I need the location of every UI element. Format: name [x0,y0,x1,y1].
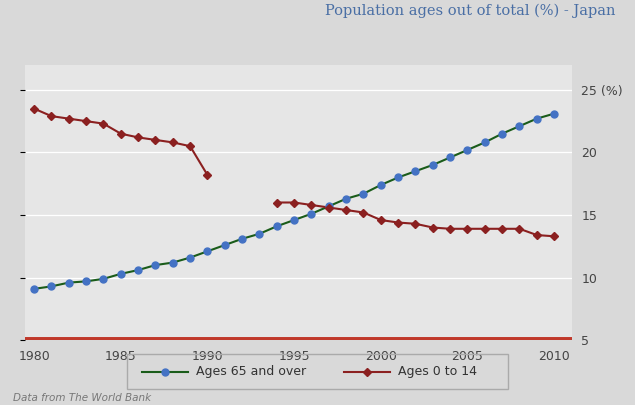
Text: Population ages out of total (%) - Japan: Population ages out of total (%) - Japan [326,4,616,19]
Text: Data from The World Bank: Data from The World Bank [13,393,151,403]
Text: Ages 0 to 14: Ages 0 to 14 [398,365,476,378]
Text: Ages 65 and over: Ages 65 and over [196,365,305,378]
